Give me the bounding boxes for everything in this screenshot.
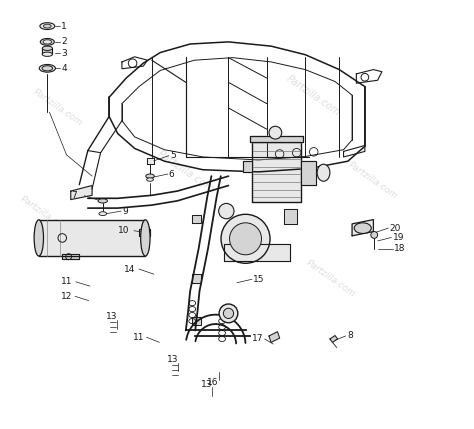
Text: 20: 20 xyxy=(390,224,401,233)
Polygon shape xyxy=(139,230,150,236)
Polygon shape xyxy=(42,48,53,54)
Ellipse shape xyxy=(42,66,53,71)
Text: 18: 18 xyxy=(394,244,405,253)
Text: 3: 3 xyxy=(62,49,67,58)
Ellipse shape xyxy=(40,39,55,45)
Ellipse shape xyxy=(42,46,53,50)
Text: 19: 19 xyxy=(392,233,404,242)
Polygon shape xyxy=(243,161,252,172)
Ellipse shape xyxy=(141,220,150,256)
Circle shape xyxy=(219,203,234,219)
Text: 1: 1 xyxy=(62,21,67,30)
Polygon shape xyxy=(301,161,316,184)
Circle shape xyxy=(223,308,234,318)
Ellipse shape xyxy=(43,40,52,44)
Text: Partzilla.com: Partzilla.com xyxy=(32,88,84,128)
Ellipse shape xyxy=(99,212,107,215)
Polygon shape xyxy=(192,317,201,325)
Polygon shape xyxy=(250,136,303,142)
Polygon shape xyxy=(224,245,290,261)
Ellipse shape xyxy=(221,214,270,263)
Text: Partzilla.com: Partzilla.com xyxy=(19,194,72,235)
Text: 11: 11 xyxy=(133,333,144,342)
Text: 8: 8 xyxy=(347,332,353,341)
Polygon shape xyxy=(330,335,337,342)
Ellipse shape xyxy=(317,164,330,181)
Polygon shape xyxy=(352,220,374,236)
Text: 13: 13 xyxy=(167,355,178,364)
Ellipse shape xyxy=(44,24,51,28)
Text: Partzilla.com: Partzilla.com xyxy=(155,148,216,195)
Text: 14: 14 xyxy=(124,265,136,274)
Ellipse shape xyxy=(42,52,53,56)
Bar xyxy=(39,220,146,256)
Text: 16: 16 xyxy=(208,378,219,387)
Ellipse shape xyxy=(146,174,155,178)
Text: 5: 5 xyxy=(170,151,176,160)
Circle shape xyxy=(219,304,238,323)
Ellipse shape xyxy=(146,178,154,181)
Polygon shape xyxy=(284,209,297,224)
Text: 9: 9 xyxy=(122,207,128,216)
Ellipse shape xyxy=(40,23,55,30)
Text: 13: 13 xyxy=(106,312,117,321)
Text: 10: 10 xyxy=(118,226,129,235)
Circle shape xyxy=(371,232,378,239)
Ellipse shape xyxy=(229,223,262,255)
Ellipse shape xyxy=(39,64,55,72)
Text: Partzilla.com: Partzilla.com xyxy=(304,258,357,299)
Text: 17: 17 xyxy=(252,335,264,344)
Ellipse shape xyxy=(98,199,108,203)
Text: 4: 4 xyxy=(62,64,67,73)
Polygon shape xyxy=(192,214,201,223)
Ellipse shape xyxy=(34,220,44,256)
Text: 15: 15 xyxy=(253,275,264,284)
Text: Partzilla.com: Partzilla.com xyxy=(347,160,400,201)
Polygon shape xyxy=(269,332,280,342)
Text: 13: 13 xyxy=(201,380,212,389)
Text: Partzilla.com: Partzilla.com xyxy=(285,73,342,118)
Text: 6: 6 xyxy=(169,169,174,178)
Polygon shape xyxy=(252,142,301,202)
Ellipse shape xyxy=(354,223,371,233)
Polygon shape xyxy=(62,254,79,259)
Circle shape xyxy=(269,126,282,139)
Polygon shape xyxy=(71,185,92,199)
Polygon shape xyxy=(192,274,201,283)
Text: 11: 11 xyxy=(62,277,73,286)
Text: 12: 12 xyxy=(61,292,72,301)
Polygon shape xyxy=(147,158,154,164)
Text: 7: 7 xyxy=(71,191,76,200)
Text: 2: 2 xyxy=(62,37,67,46)
